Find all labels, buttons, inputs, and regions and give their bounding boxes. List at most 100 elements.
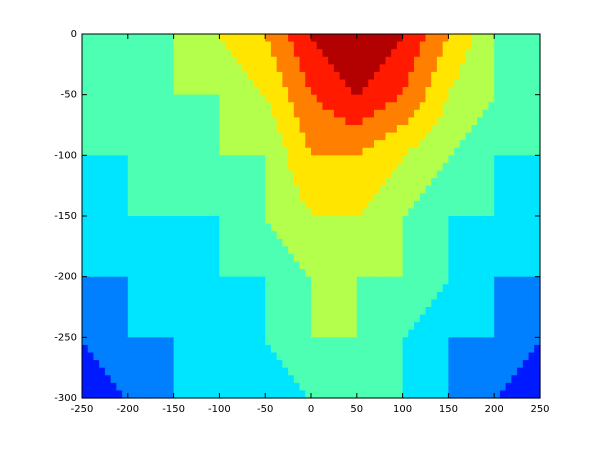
contour-cell (522, 284, 530, 293)
contour-cell (522, 193, 530, 202)
contour-cell (265, 276, 272, 285)
contour-cell (316, 170, 324, 179)
contour-cell (87, 109, 95, 119)
contour-cell (150, 390, 158, 399)
contour-cell (116, 231, 123, 240)
contour-cell (414, 382, 421, 392)
contour-cell (185, 140, 192, 149)
contour-cell (185, 322, 192, 331)
contour-cell (333, 246, 341, 255)
contour-cell (385, 87, 392, 96)
contour-cell (93, 41, 100, 50)
contour-cell (110, 261, 117, 270)
contour-cell (419, 238, 427, 247)
contour-cell (104, 231, 112, 240)
contour-cell (190, 223, 198, 232)
contour-cell (253, 223, 261, 232)
contour-cell (482, 382, 490, 392)
contour-cell (248, 307, 255, 316)
contour-cell (511, 360, 518, 369)
contour-cell (345, 223, 352, 232)
contour-cell (373, 94, 381, 103)
contour-cell (288, 162, 295, 172)
contour-cell (276, 223, 283, 232)
contour-cell (356, 390, 364, 399)
contour-cell (522, 216, 530, 225)
contour-cell (82, 284, 89, 293)
contour-cell (362, 71, 369, 81)
contour-cell (328, 94, 335, 103)
contour-cell (116, 49, 123, 58)
contour-cell (477, 329, 484, 338)
contour-cell (528, 284, 535, 293)
contour-cell (265, 155, 272, 164)
contour-cell (414, 269, 421, 278)
contour-cell (82, 193, 89, 202)
contour-cell (150, 329, 158, 338)
contour-cell (322, 185, 329, 194)
contour-cell (127, 94, 135, 103)
contour-cell (379, 382, 387, 392)
contour-cell (385, 71, 392, 81)
contour-cell (351, 322, 358, 331)
contour-cell (213, 360, 220, 369)
contour-cell (356, 253, 364, 263)
contour-cell (185, 382, 192, 392)
contour-cell (219, 231, 226, 240)
contour-cell (345, 344, 352, 354)
contour-cell (144, 223, 152, 232)
contour-cell (517, 117, 524, 126)
contour-cell (471, 390, 478, 399)
contour-cell (162, 162, 169, 172)
contour-cell (316, 162, 324, 172)
contour-cell (122, 140, 129, 149)
contour-cell (511, 109, 518, 119)
contour-cell (517, 284, 524, 293)
contour-cell (167, 261, 175, 270)
contour-cell (505, 223, 512, 232)
contour-cell (511, 132, 518, 141)
contour-cell (167, 170, 175, 179)
contour-cell (522, 307, 530, 316)
contour-cell (253, 170, 261, 179)
contour-cell (356, 375, 364, 384)
contour-cell (104, 56, 112, 65)
contour-cell (213, 261, 220, 270)
contour-cell (122, 71, 129, 81)
contour-cell (230, 132, 238, 141)
contour-cell (248, 367, 255, 376)
contour-cell (219, 41, 226, 50)
contour-cell (299, 140, 306, 149)
contour-cell (391, 284, 398, 293)
contour-cell (219, 375, 226, 384)
contour-cell (328, 261, 335, 270)
contour-cell (482, 322, 490, 331)
contour-cell (207, 314, 215, 323)
contour-cell (528, 307, 535, 316)
contour-cell (259, 64, 266, 73)
contour-cell (477, 125, 484, 134)
contour-cell (162, 314, 169, 323)
contour-cell (534, 284, 541, 293)
contour-cell (471, 291, 478, 301)
contour-cell (162, 223, 169, 232)
contour-cell (265, 109, 272, 119)
contour-cell (345, 360, 352, 369)
contour-cell (333, 117, 341, 126)
contour-cell (173, 87, 180, 96)
contour-cell (482, 329, 490, 338)
contour-cell (162, 367, 169, 376)
contour-cell (436, 208, 444, 217)
contour-cell (230, 102, 238, 111)
contour-cell (93, 94, 100, 103)
contour-cell (225, 291, 232, 301)
contour-cell (499, 246, 507, 255)
contour-cell (179, 102, 186, 111)
contour-cell (339, 162, 346, 172)
contour-cell (488, 64, 495, 73)
contour-cell (482, 344, 490, 354)
contour-cell (213, 390, 220, 399)
contour-cell (248, 71, 255, 81)
contour-cell (517, 34, 524, 43)
contour-cell (522, 352, 530, 361)
